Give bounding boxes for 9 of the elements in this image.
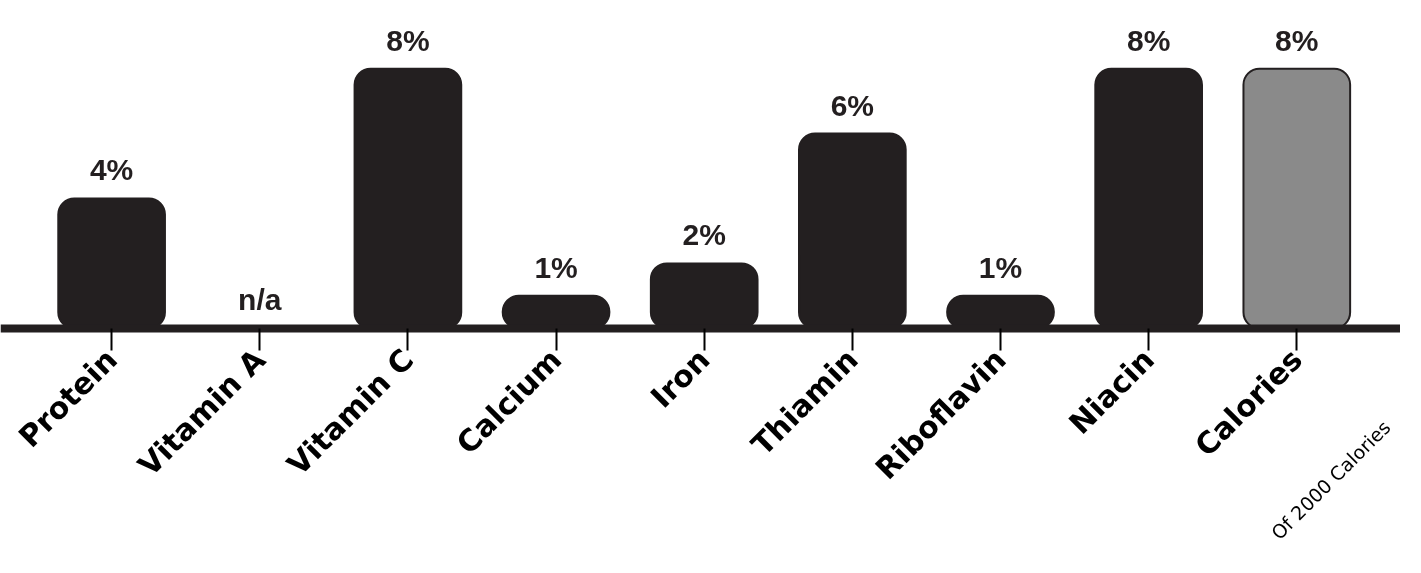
data-label: 8% <box>386 23 430 57</box>
data-label: 1% <box>534 250 578 284</box>
data-label: 8% <box>1126 23 1171 57</box>
data-label: 1% <box>978 250 1023 284</box>
data-label: 4% <box>89 153 134 187</box>
data-label: 6% <box>830 88 875 122</box>
text: n/a <box>238 283 282 317</box>
data-label: 2% <box>682 218 726 252</box>
data-label: 8% <box>1275 23 1319 57</box>
